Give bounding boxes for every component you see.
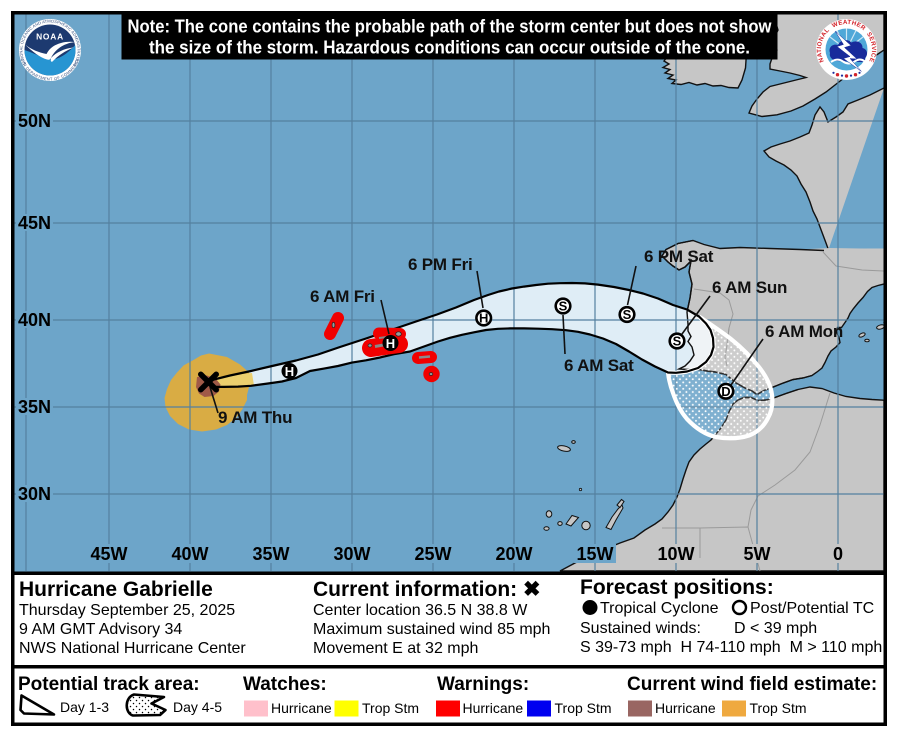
svg-text:15W: 15W [576, 544, 613, 564]
svg-text:Post/Potential TC: Post/Potential TC [750, 600, 874, 617]
svg-text:Hurricane: Hurricane [271, 700, 332, 716]
svg-text:Sustained winds:: Sustained winds: [580, 620, 701, 637]
svg-text:Forecast positions:: Forecast positions: [580, 576, 774, 599]
svg-text:H: H [386, 336, 395, 351]
svg-text:Hurricane: Hurricane [463, 700, 524, 716]
svg-text:Day 1-3: Day 1-3 [60, 699, 109, 715]
svg-text:Day 4-5: Day 4-5 [173, 699, 222, 715]
svg-text:the size of the storm. Hazardo: the size of the storm. Hazardous conditi… [149, 38, 750, 58]
svg-text:S 39-73 mph H 74-110 mph M >: S 39-73 mph H 74-110 mph M > 110 mph [580, 639, 882, 656]
svg-text:Thursday September 25, 2025: Thursday September 25, 2025 [19, 602, 235, 619]
svg-text:10W: 10W [657, 544, 694, 564]
svg-text:Watches:: Watches: [243, 674, 327, 695]
svg-text:20W: 20W [495, 544, 532, 564]
svg-text:9 AM Thu: 9 AM Thu [218, 408, 292, 427]
svg-text:40W: 40W [171, 544, 208, 564]
svg-text:6 AM Mon: 6 AM Mon [765, 322, 843, 341]
svg-text:Warnings:: Warnings: [437, 674, 529, 695]
svg-text:H: H [285, 364, 294, 379]
svg-text:S: S [623, 307, 632, 322]
svg-text:D < 39 mph: D < 39 mph [734, 620, 817, 637]
svg-text:6 PM Fri: 6 PM Fri [408, 255, 473, 274]
svg-text:Movement E at 32 mph: Movement E at 32 mph [313, 640, 478, 657]
svg-text:Trop Stm: Trop Stm [362, 700, 419, 716]
svg-text:30W: 30W [333, 544, 370, 564]
svg-text:Current wind field estimate:: Current wind field estimate: [627, 674, 877, 695]
svg-text:Note: The cone contains the pr: Note: The cone contains the probable pat… [128, 17, 773, 37]
svg-text:Hurricane Gabrielle: Hurricane Gabrielle [19, 578, 213, 601]
svg-text:Maximum sustained wind 85 mph: Maximum sustained wind 85 mph [313, 621, 550, 638]
svg-text:Trop Stm: Trop Stm [555, 700, 612, 716]
svg-text:35W: 35W [252, 544, 289, 564]
svg-text:D: D [721, 384, 730, 399]
svg-text:6 AM Sat: 6 AM Sat [564, 356, 634, 375]
svg-text:5W: 5W [744, 544, 771, 564]
svg-text:Hurricane: Hurricane [655, 700, 716, 716]
svg-text:Tropical Cyclone: Tropical Cyclone [600, 600, 719, 617]
svg-text:6 PM Sat: 6 PM Sat [644, 247, 714, 266]
svg-text:0: 0 [833, 544, 843, 564]
svg-text:Trop Stm: Trop Stm [750, 700, 807, 716]
svg-text:45W: 45W [90, 544, 127, 564]
svg-text:NOAA: NOAA [36, 32, 64, 42]
svg-text:30N: 30N [18, 484, 51, 504]
svg-text:S: S [673, 334, 682, 349]
svg-text:40N: 40N [18, 310, 51, 330]
svg-text:50N: 50N [18, 111, 51, 131]
svg-text:Current information: ✖: Current information: ✖ [313, 578, 541, 601]
svg-text:S: S [559, 299, 568, 314]
svg-text:9 AM GMT Advisory 34: 9 AM GMT Advisory 34 [19, 621, 182, 638]
svg-text:6 AM Fri: 6 AM Fri [310, 287, 375, 306]
svg-text:25W: 25W [414, 544, 451, 564]
svg-text:NWS National Hurricane Center: NWS National Hurricane Center [19, 640, 246, 657]
svg-text:45N: 45N [18, 213, 51, 233]
svg-text:H: H [479, 311, 488, 326]
svg-text:Center location 36.5 N 38.8 W: Center location 36.5 N 38.8 W [313, 602, 528, 619]
svg-text:6 AM Sun: 6 AM Sun [712, 278, 787, 297]
svg-text:35N: 35N [18, 397, 51, 417]
svg-text:Potential track area:: Potential track area: [18, 674, 200, 695]
